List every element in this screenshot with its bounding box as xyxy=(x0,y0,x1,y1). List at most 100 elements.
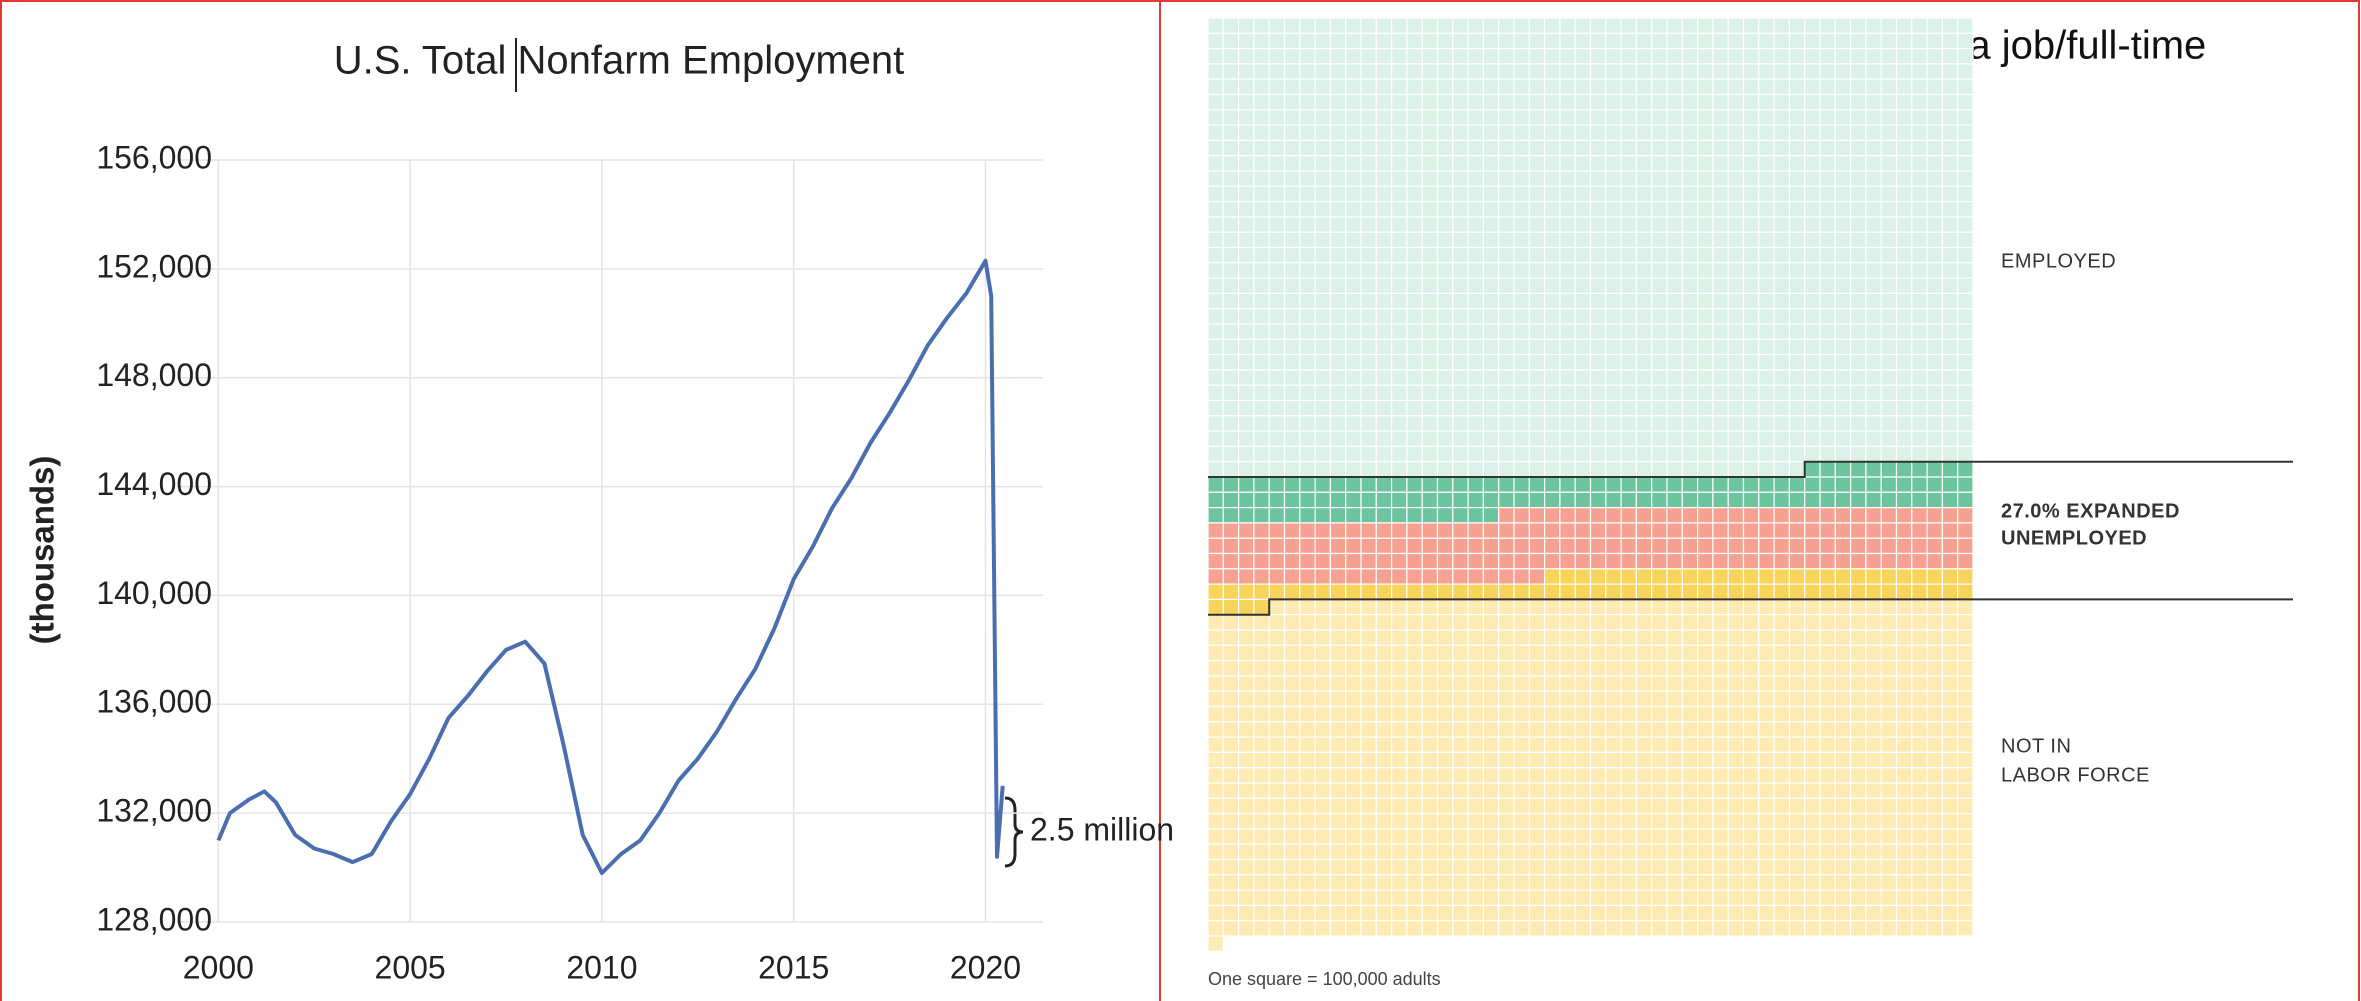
square xyxy=(1222,170,1240,187)
square xyxy=(1589,47,1607,65)
square xyxy=(1666,690,1683,708)
square xyxy=(1543,782,1561,799)
square xyxy=(1390,858,1408,876)
square xyxy=(1253,292,1270,310)
square xyxy=(1880,828,1898,845)
square xyxy=(1926,675,1943,692)
square xyxy=(1819,32,1836,50)
square xyxy=(1696,216,1714,233)
square xyxy=(1528,920,1546,937)
square xyxy=(1696,415,1714,432)
square xyxy=(1375,751,1393,769)
square xyxy=(1605,231,1622,249)
square xyxy=(1742,522,1760,539)
square xyxy=(1712,292,1729,310)
square xyxy=(1605,262,1622,279)
square xyxy=(1635,32,1653,50)
square xyxy=(1283,430,1301,448)
square xyxy=(1911,461,1928,478)
square xyxy=(1758,461,1775,478)
square xyxy=(1559,323,1576,340)
square xyxy=(1773,858,1790,876)
square xyxy=(1406,124,1423,141)
square xyxy=(1895,568,1913,585)
square xyxy=(1360,858,1377,876)
square xyxy=(1299,93,1316,111)
square xyxy=(1559,614,1576,631)
square xyxy=(1666,705,1683,723)
square xyxy=(1498,338,1515,356)
square xyxy=(1329,63,1347,80)
square xyxy=(1360,399,1377,417)
square xyxy=(1498,889,1515,906)
square xyxy=(1436,354,1454,371)
square xyxy=(1467,659,1484,677)
square xyxy=(1712,277,1729,295)
square xyxy=(1467,920,1484,937)
square xyxy=(1926,705,1943,723)
square xyxy=(1666,170,1683,187)
square xyxy=(1911,139,1928,157)
square xyxy=(1237,124,1255,141)
square xyxy=(1543,705,1561,723)
square xyxy=(1819,629,1836,646)
square xyxy=(1788,445,1806,463)
square xyxy=(1543,246,1561,264)
square xyxy=(1788,614,1806,631)
square xyxy=(1375,721,1393,738)
square xyxy=(1237,277,1255,295)
square xyxy=(1926,185,1943,203)
square xyxy=(1406,338,1423,356)
square xyxy=(1651,828,1668,845)
square xyxy=(1253,246,1270,264)
square xyxy=(1773,32,1790,50)
square xyxy=(1865,201,1882,218)
square xyxy=(1268,308,1286,325)
square xyxy=(1329,185,1347,203)
square xyxy=(1957,461,1974,478)
square xyxy=(1390,797,1408,815)
square xyxy=(1742,155,1760,172)
square xyxy=(1666,675,1683,692)
square xyxy=(1926,262,1943,279)
square xyxy=(1498,354,1515,371)
square xyxy=(1941,17,1959,34)
square xyxy=(1834,843,1852,861)
square xyxy=(1605,124,1622,141)
square xyxy=(1895,522,1913,539)
square xyxy=(1865,522,1882,539)
square xyxy=(1666,461,1683,478)
square xyxy=(1696,369,1714,386)
square xyxy=(1498,721,1515,738)
square xyxy=(1957,537,1974,555)
square xyxy=(1788,920,1806,937)
square xyxy=(1482,63,1500,80)
square xyxy=(1696,751,1714,769)
square xyxy=(1482,124,1500,141)
square xyxy=(1375,93,1393,111)
square xyxy=(1804,568,1821,585)
square xyxy=(1911,124,1928,141)
square xyxy=(1283,644,1301,662)
square xyxy=(1605,920,1622,937)
square xyxy=(1758,246,1775,264)
square xyxy=(1605,415,1622,432)
square xyxy=(1895,292,1913,310)
square xyxy=(1865,690,1882,708)
square xyxy=(1589,201,1607,218)
square xyxy=(1911,201,1928,218)
square xyxy=(1421,109,1439,126)
square xyxy=(1467,323,1484,340)
square xyxy=(1620,93,1637,111)
square xyxy=(1635,445,1653,463)
square xyxy=(1804,736,1821,753)
square xyxy=(1758,170,1775,187)
square xyxy=(1712,751,1729,769)
square xyxy=(1635,812,1653,830)
square xyxy=(1635,522,1653,539)
square xyxy=(1299,246,1316,264)
square xyxy=(1941,721,1959,738)
square xyxy=(1452,889,1469,906)
square xyxy=(1773,354,1790,371)
square xyxy=(1758,767,1775,784)
